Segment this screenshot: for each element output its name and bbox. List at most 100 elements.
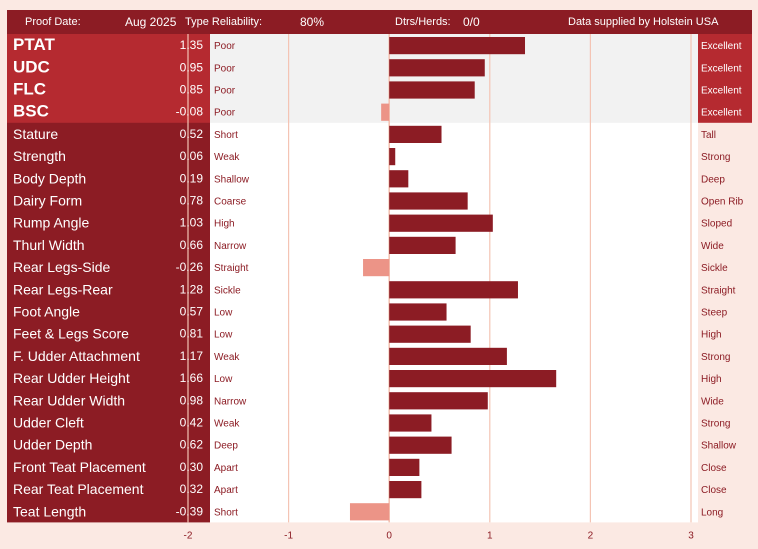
data-supplier: Data supplied by Holstein USA: [568, 16, 719, 28]
trait-name: Foot Angle: [13, 304, 80, 320]
trait-high-label: Excellent: [701, 63, 742, 74]
trait-high-label: Wide: [701, 396, 724, 407]
trait-bar: [389, 481, 422, 499]
dtrs-herds-label: Dtrs/Herds:: [395, 16, 451, 28]
trait-bar: [389, 192, 468, 210]
trait-bar: [389, 392, 488, 410]
trait-high-label: Wide: [701, 241, 724, 252]
trait-row: Foot Angle 0.57 Low Steep: [13, 303, 728, 321]
trait-bar: [389, 236, 456, 254]
trait-bar: [389, 370, 557, 388]
trait-name: Feet & Legs Score: [13, 326, 129, 342]
trait-row: Rear Udder Width 0.98 Narrow Wide: [13, 392, 724, 410]
dtrs-herds-value: 0/0: [463, 15, 480, 29]
trait-row: Rear Teat Placement 0.32 Apart Close: [13, 481, 727, 499]
trait-high-label: High: [701, 374, 722, 385]
trait-value-label: -0.26: [176, 260, 204, 274]
x-tick-label: 2: [588, 530, 594, 541]
trait-high-label: Tall: [701, 130, 716, 141]
trait-value-label: 1.17: [180, 349, 204, 363]
trait-low-label: Short: [214, 507, 238, 518]
trait-row: Front Teat Placement 0.30 Apart Close: [13, 458, 727, 476]
trait-row: Rear Legs-Rear 1.28 Sickle Straight: [13, 281, 736, 299]
trait-low-label: Straight: [214, 263, 249, 274]
trait-value-label: 0.06: [180, 149, 204, 163]
x-tick-label: 1: [487, 530, 493, 541]
trait-bar: [389, 281, 518, 299]
trait-high-label: High: [701, 330, 722, 341]
trait-high-label: Close: [701, 463, 727, 474]
trait-value-label: 0.98: [180, 393, 204, 407]
trait-high-label: Straight: [701, 285, 736, 296]
proof-date-label: Proof Date:: [25, 16, 81, 28]
trait-high-label: Close: [701, 485, 727, 496]
trait-value-label: -0.39: [176, 504, 204, 518]
trait-bar: [389, 125, 442, 143]
trait-name: Front Teat Placement: [13, 459, 146, 475]
composite-high-panel: [698, 34, 752, 123]
trait-high-label: Steep: [701, 308, 728, 319]
trait-value-label: 0.95: [180, 60, 204, 74]
trait-value-label: -0.08: [176, 105, 204, 119]
trait-row: F. Udder Attachment 1.17 Weak Strong: [13, 347, 730, 365]
trait-value-label: 0.66: [180, 238, 204, 252]
trait-low-label: Poor: [214, 63, 236, 74]
trait-bar: [389, 170, 409, 188]
trait-value-label: 1.66: [180, 371, 204, 385]
trait-bar: [389, 148, 396, 166]
trait-row: Udder Cleft 0.42 Weak Strong: [13, 414, 730, 432]
proof-date-value: Aug 2025: [125, 15, 177, 29]
reliability-value: 80%: [300, 15, 325, 29]
trait-low-label: Poor: [214, 86, 236, 97]
trait-bar: [389, 214, 493, 232]
trait-value-label: 0.30: [180, 460, 204, 474]
trait-row: Teat Length -0.39 Short Long: [13, 503, 723, 521]
trait-name: BSC: [13, 102, 49, 121]
trait-low-label: Shallow: [214, 174, 250, 185]
trait-low-label: High: [214, 219, 235, 230]
trait-bar: [389, 59, 485, 77]
x-tick-label: 0: [386, 530, 392, 541]
chart-header: Proof Date: Aug 2025 Type Reliability: 8…: [7, 10, 752, 34]
trait-value-label: 0.42: [180, 416, 204, 430]
trait-row: Body Depth 0.19 Shallow Deep: [13, 170, 725, 188]
trait-row: Rear Udder Height 1.66 Low High: [13, 370, 722, 388]
trait-value-label: 0.32: [180, 482, 204, 496]
trait-name: UDC: [13, 57, 50, 76]
trait-value-label: 0.19: [180, 171, 204, 185]
trait-name: Strength: [13, 148, 66, 164]
trait-low-label: Low: [214, 330, 233, 341]
trait-bar: [363, 259, 390, 277]
trait-name: FLC: [13, 80, 46, 99]
x-tick-label: -2: [184, 530, 193, 541]
trait-low-label: Poor: [214, 41, 236, 52]
trait-high-label: Open Rib: [701, 197, 744, 208]
trait-value-label: 0.52: [180, 127, 204, 141]
trait-name: Rear Udder Height: [13, 370, 130, 386]
trait-low-label: Coarse: [214, 197, 247, 208]
trait-low-label: Narrow: [214, 396, 247, 407]
trait-name: Body Depth: [13, 170, 86, 186]
trait-bar: [389, 347, 507, 365]
trait-high-label: Shallow: [701, 441, 737, 452]
trait-high-label: Deep: [701, 174, 725, 185]
trait-value-label: 0.85: [180, 83, 204, 97]
trait-value-label: 1.28: [180, 282, 204, 296]
trait-high-label: Sloped: [701, 219, 732, 230]
trait-name: Thurl Width: [13, 237, 85, 253]
trait-low-label: Weak: [214, 419, 240, 430]
trait-low-label: Low: [214, 374, 233, 385]
trait-name: Udder Depth: [13, 437, 92, 453]
trait-value-label: 0.57: [180, 305, 204, 319]
trait-row: Thurl Width 0.66 Narrow Wide: [13, 236, 724, 254]
trait-low-label: Sickle: [214, 285, 241, 296]
trait-bar: [349, 503, 390, 521]
trait-bar: [389, 325, 471, 343]
trait-row: FLC 0.85 Poor Excellent: [13, 80, 742, 99]
trait-low-label: Poor: [214, 108, 236, 119]
trait-low-label: Weak: [214, 352, 240, 363]
trait-name: Rear Teat Placement: [13, 481, 144, 497]
trait-row: BSC -0.08 Poor Excellent: [13, 102, 742, 121]
trait-low-label: Short: [214, 130, 238, 141]
x-tick-label: 3: [688, 530, 694, 541]
